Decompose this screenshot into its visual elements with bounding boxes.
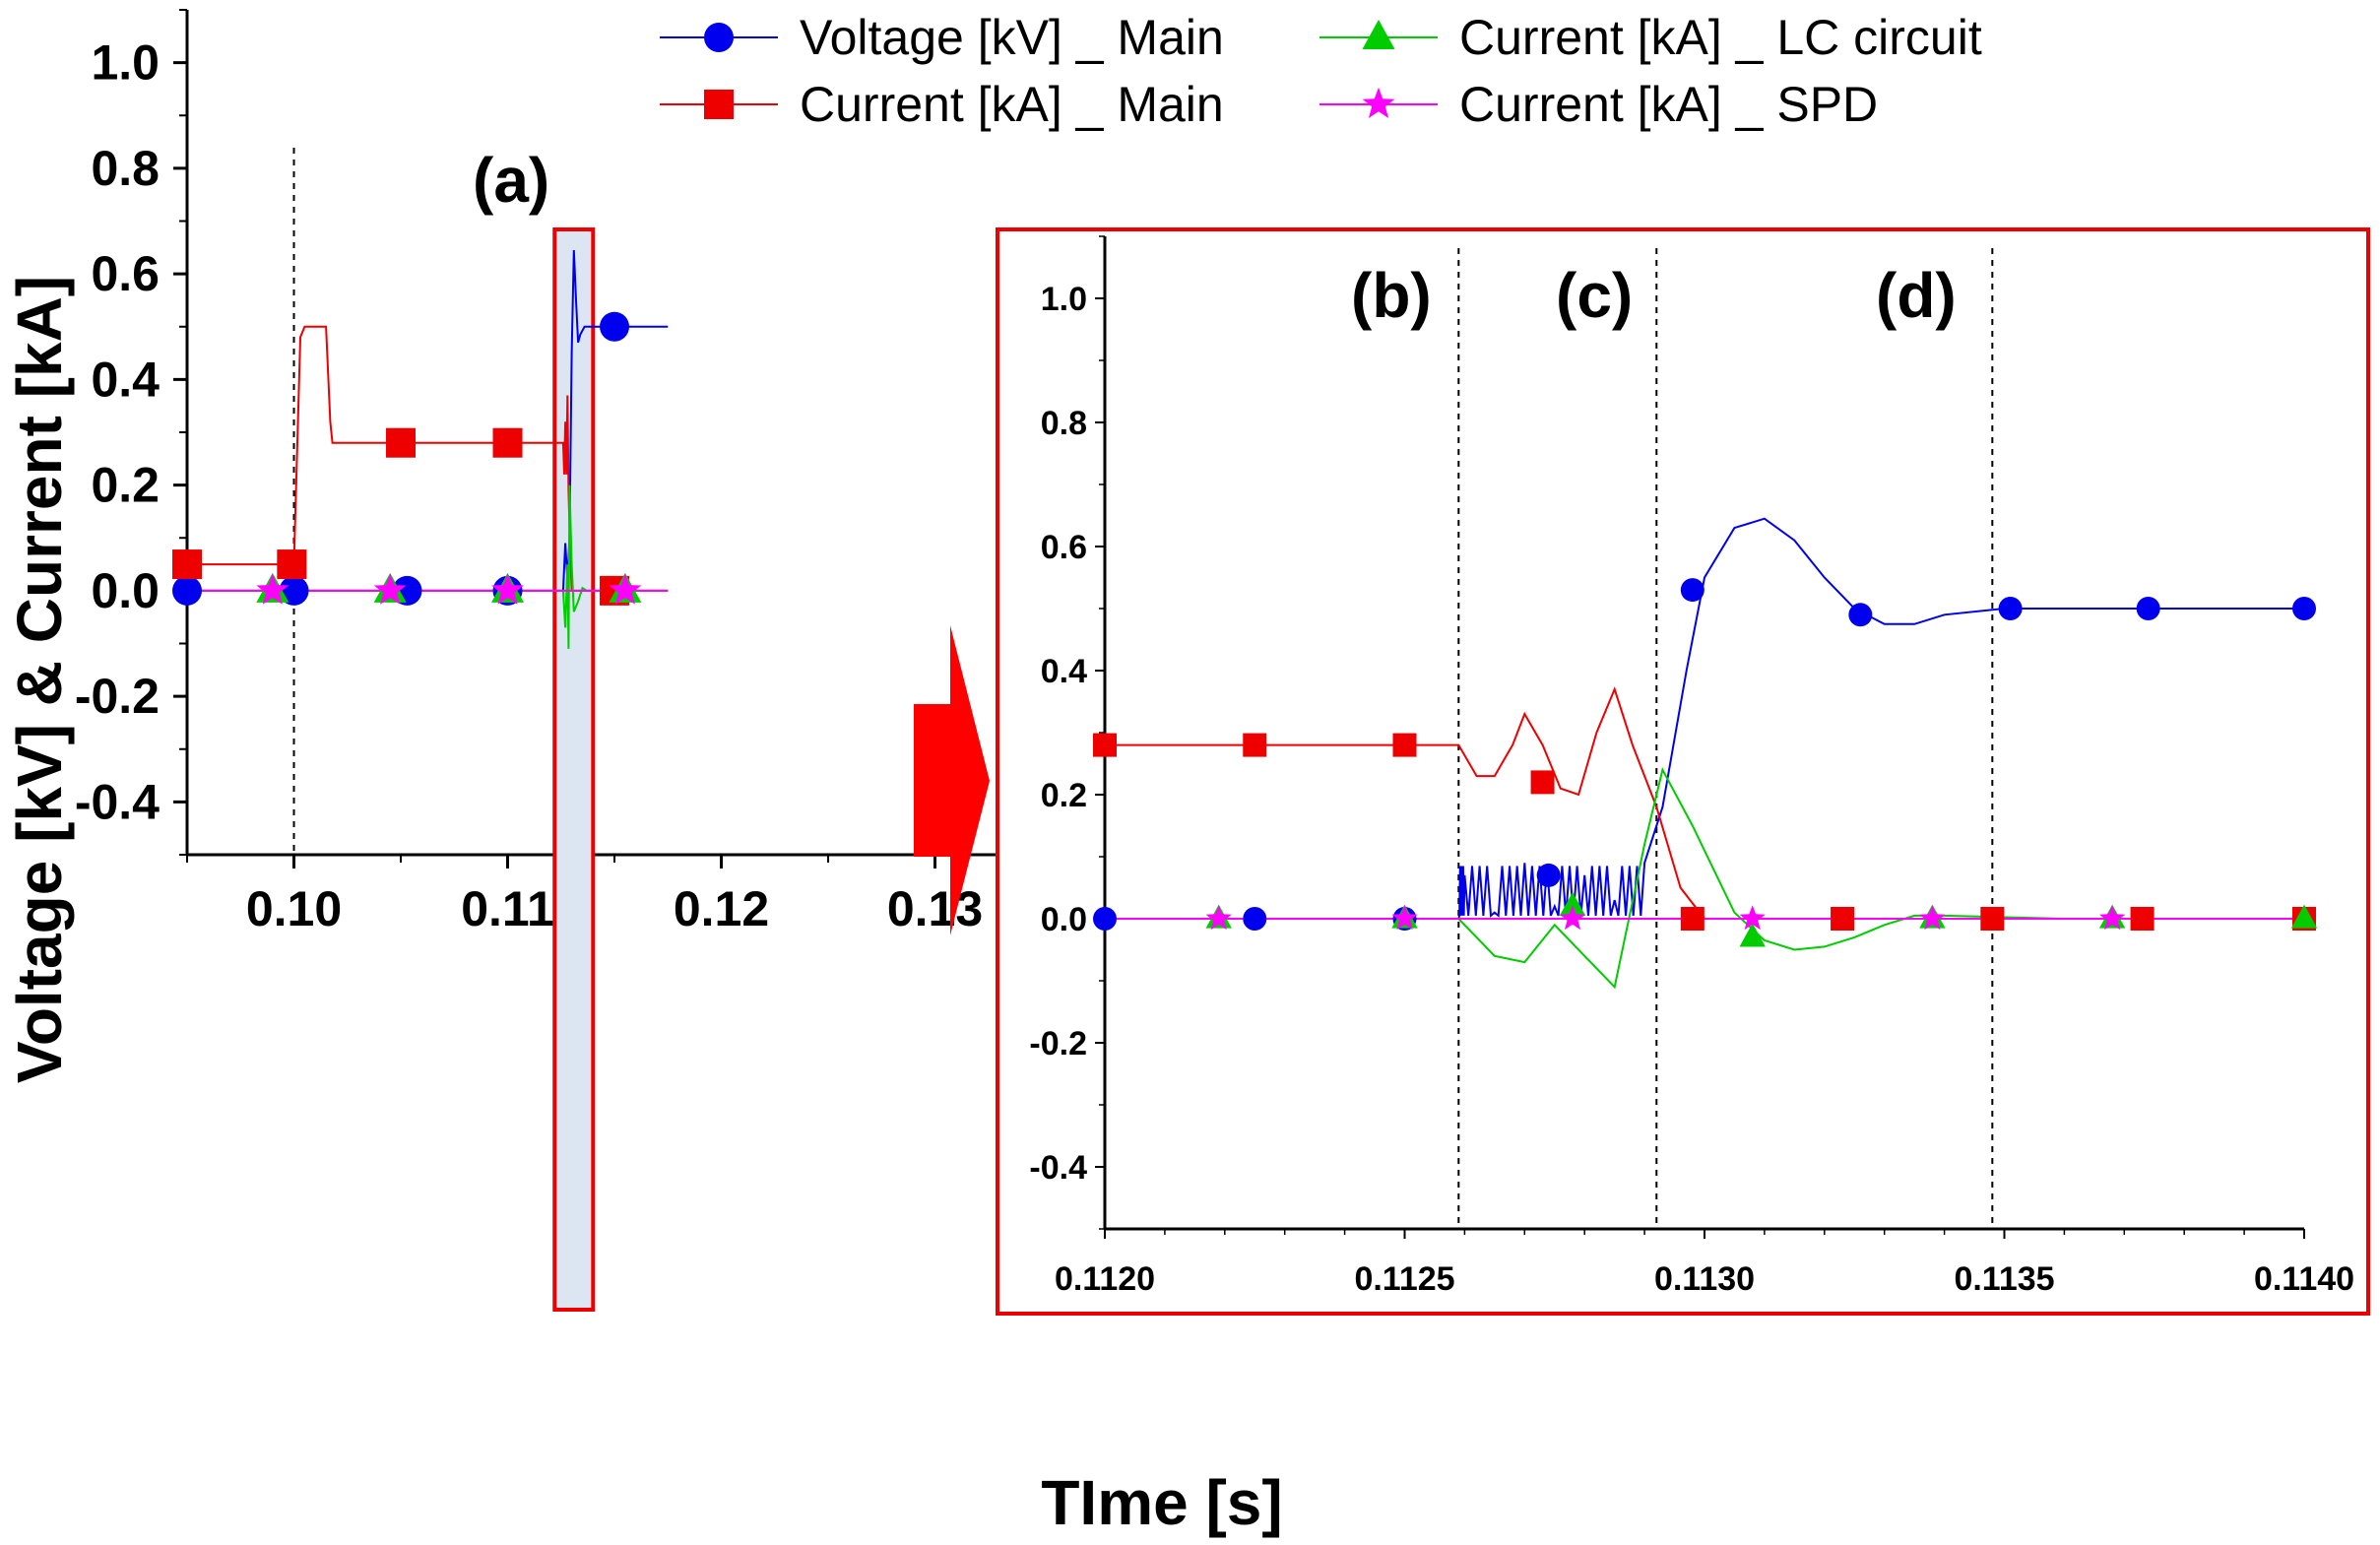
inset-axes: -0.4 -0.2 0.0 0.2 0.4 0.6 0.8 1.0 0.1120 0.1125 0.… bbox=[1029, 235, 2354, 1298]
main-x-tick-label: 0.11 bbox=[461, 881, 554, 936]
inset-y-tick-label: -0.2 bbox=[1029, 1025, 1087, 1062]
main-series bbox=[187, 249, 669, 649]
inset-y-tick-label: 0.8 bbox=[1041, 405, 1087, 442]
inset-y-tick-label: 0.2 bbox=[1041, 777, 1087, 814]
inset-point-0 bbox=[1093, 907, 1117, 931]
legend-marker bbox=[704, 90, 734, 119]
inset-point-3 bbox=[1919, 905, 1946, 931]
inset-point-0 bbox=[1998, 597, 2023, 620]
zoom-highlight-box bbox=[552, 227, 596, 1312]
legend-marker bbox=[1362, 20, 1395, 49]
inset-y-tick-label: -0.4 bbox=[1029, 1149, 1087, 1187]
y-axis-title: Voltage [kV] & Current [kA] bbox=[4, 276, 75, 1083]
main-point-1 bbox=[492, 427, 523, 458]
main-x-tick-label: 0.13 bbox=[887, 881, 983, 936]
inset-point-0 bbox=[1536, 863, 1561, 887]
main-series-line-2 bbox=[187, 484, 669, 649]
inset-point-0 bbox=[1848, 603, 1873, 627]
inset-point-1 bbox=[2130, 907, 2155, 931]
inset-point-1 bbox=[1530, 770, 1555, 795]
inset-point-0 bbox=[1243, 907, 1267, 931]
main-point-1 bbox=[172, 549, 202, 580]
legend-label: Current [kA] _ LC circuit bbox=[1459, 10, 1982, 65]
x-axis-title: TIme [s] bbox=[1041, 1467, 1282, 1538]
main-point-1 bbox=[386, 427, 417, 458]
inset-point-1 bbox=[1680, 907, 1705, 931]
main-y-tick-label: -0.2 bbox=[75, 669, 160, 724]
inset-x-tick-label: 0.1130 bbox=[1654, 1260, 1755, 1298]
main-point-3 bbox=[609, 573, 642, 605]
main-y-tick-label: 0.2 bbox=[91, 458, 160, 513]
inset-y-tick-label: 0.6 bbox=[1041, 529, 1087, 566]
inset-point-1 bbox=[1392, 733, 1417, 757]
legend-label: Current [kA] _ Main bbox=[800, 77, 1224, 132]
legend-label: Current [kA] _ SPD bbox=[1459, 77, 1878, 132]
inset-series bbox=[1105, 517, 2304, 990]
inset-frame bbox=[996, 227, 2370, 1316]
inset-point-0 bbox=[1680, 578, 1705, 603]
main-x-tick-label: 0.12 bbox=[674, 881, 769, 936]
main-point-3 bbox=[373, 573, 407, 605]
inset-x-tick-label: 0.1135 bbox=[1954, 1260, 2054, 1298]
inset-series-line-2 bbox=[1105, 767, 2304, 990]
main-y-tick-label: -0.4 bbox=[75, 774, 160, 829]
inset-point-3 bbox=[1559, 905, 1586, 931]
inset-point-2 bbox=[1739, 923, 1766, 947]
panel-label-b: (b) bbox=[1351, 260, 1432, 331]
main-point-3 bbox=[491, 573, 524, 605]
inset-point-1 bbox=[1980, 907, 2005, 931]
legend-marker bbox=[704, 23, 734, 52]
main-y-tick-label: 0.8 bbox=[91, 141, 160, 196]
inset-series-line-0 bbox=[1105, 517, 2304, 920]
main-point-0 bbox=[172, 575, 202, 606]
inset-y-tick-label: 1.0 bbox=[1041, 281, 1087, 318]
inset-x-tick-label: 0.1120 bbox=[1055, 1260, 1155, 1298]
panel-label-d: (d) bbox=[1876, 260, 1957, 331]
zoom-arrow bbox=[914, 625, 990, 935]
inset-point-3 bbox=[1391, 905, 1418, 931]
panel-label-c: (c) bbox=[1556, 260, 1633, 331]
inset-point-2 bbox=[2290, 904, 2318, 929]
inset-point-1 bbox=[1243, 733, 1267, 757]
main-point-3 bbox=[256, 573, 289, 605]
inset-point-3 bbox=[1205, 905, 1232, 931]
main-y-tick-label: 1.0 bbox=[91, 35, 160, 91]
main-series-line-1 bbox=[187, 325, 669, 592]
main-point-0 bbox=[279, 575, 309, 606]
inset-series-line-1 bbox=[1105, 686, 2304, 920]
inset-markers bbox=[1093, 578, 2318, 947]
main-point-0 bbox=[600, 311, 630, 342]
panel-label-a: (a) bbox=[473, 145, 549, 216]
inset-x-tick-label: 0.1125 bbox=[1354, 1260, 1454, 1298]
inset-point-1 bbox=[1093, 733, 1117, 757]
main-x-tick-label: 0.10 bbox=[246, 881, 342, 936]
legend: Voltage [kV] _ Main Current [kA] _ LC cir… bbox=[660, 10, 1982, 132]
inset-point-3 bbox=[2099, 905, 2126, 931]
inset-point-0 bbox=[2136, 597, 2160, 620]
main-markers bbox=[172, 311, 642, 606]
legend-marker bbox=[1362, 87, 1395, 118]
main-series-line-0 bbox=[187, 249, 669, 592]
inset-point-1 bbox=[1831, 907, 1855, 931]
main-y-tick-label: 0.4 bbox=[91, 352, 160, 407]
inset-point-0 bbox=[2292, 597, 2316, 620]
main-y-tick-label: 0.6 bbox=[91, 246, 160, 301]
inset-y-tick-label: 0.4 bbox=[1041, 653, 1087, 690]
main-y-tick-label: 0.0 bbox=[91, 563, 160, 618]
inset-x-tick-label: 0.1140 bbox=[2254, 1260, 2354, 1298]
main-point-1 bbox=[277, 549, 307, 580]
legend-label: Voltage [kV] _ Main bbox=[800, 10, 1224, 65]
inset-point-2 bbox=[1559, 892, 1586, 916]
inset-point-3 bbox=[1739, 905, 1766, 931]
inset-y-tick-label: 0.0 bbox=[1041, 901, 1087, 938]
